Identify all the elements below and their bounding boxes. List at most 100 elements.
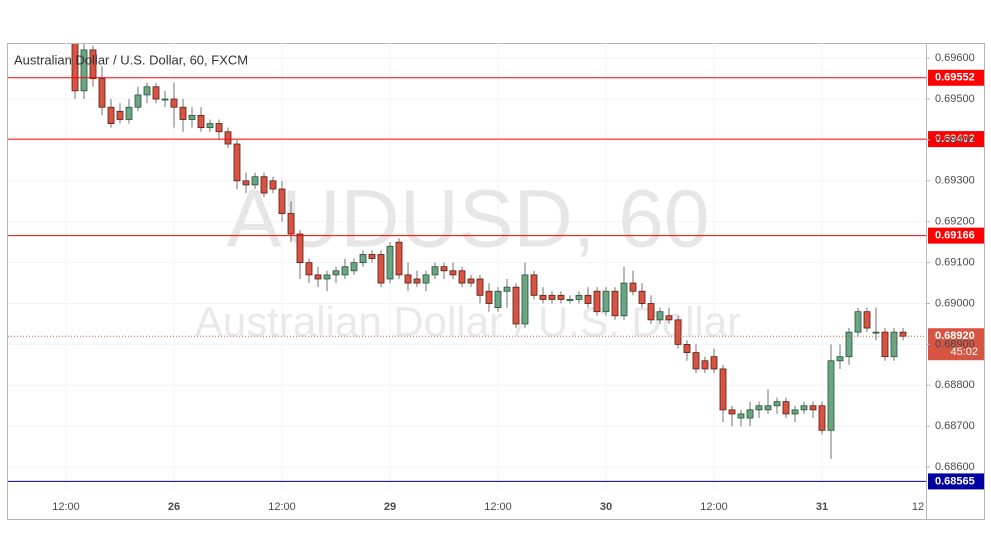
candle-body <box>323 274 331 280</box>
candle-body <box>899 331 907 337</box>
level-label: 0.68565 <box>935 475 975 487</box>
candle-body <box>530 274 538 296</box>
level-label-box <box>928 227 984 244</box>
candle-body <box>674 319 682 345</box>
candle-body <box>638 290 646 304</box>
candle-body <box>188 114 196 120</box>
candle-body <box>206 123 214 129</box>
x-tick-label: 26 <box>168 501 180 513</box>
candle-body <box>260 176 268 194</box>
candle-body <box>305 262 313 276</box>
candle-body <box>296 233 304 264</box>
level-label-box <box>928 131 984 148</box>
candle-body <box>503 286 511 292</box>
x-tick-label: 31 <box>816 501 828 513</box>
y-tick-label: 0.68800 <box>935 379 975 391</box>
y-tick-label: 0.68600 <box>935 461 975 473</box>
x-tick-label: 12:00 <box>268 501 296 513</box>
candle-body <box>422 274 430 284</box>
candle-body <box>665 315 673 321</box>
candle-body <box>782 401 790 415</box>
candle-body <box>584 294 592 304</box>
candle-body <box>269 180 277 190</box>
candle-body <box>341 266 349 276</box>
candle-body <box>683 344 691 353</box>
x-tick-label: 30 <box>600 501 612 513</box>
candle-body <box>854 311 862 333</box>
candle-body <box>827 360 835 431</box>
candle-body <box>359 254 367 264</box>
candle-body <box>368 254 376 259</box>
candle-body <box>449 270 457 276</box>
candle-body <box>539 294 547 300</box>
candle-body <box>350 262 358 272</box>
x-tick-label: 12:00 <box>700 501 728 513</box>
candle-body <box>314 274 322 280</box>
chart-title: Australian Dollar / U.S. Dollar, 60, FXC… <box>14 52 248 67</box>
candle-body <box>377 254 385 284</box>
y-tick-label: 0.69100 <box>935 257 975 269</box>
candle-body <box>197 114 205 129</box>
candle-body <box>179 106 187 120</box>
candle-body <box>134 94 142 108</box>
candle-body <box>116 110 124 120</box>
candle-body <box>224 131 232 145</box>
current-price-box <box>928 328 984 361</box>
candles <box>71 44 907 459</box>
candle-body <box>728 409 736 415</box>
candle-body <box>746 409 754 419</box>
watermark: AUDUSD, 60 <box>226 174 709 265</box>
watermark-subtitle: Australian Dollar / U.S. Dollar <box>195 298 741 345</box>
y-tick-label: 0.68700 <box>935 420 975 432</box>
candle-body <box>710 356 718 370</box>
y-tick-label: 0.69300 <box>935 175 975 187</box>
candle-body <box>440 266 448 272</box>
candle-body <box>71 44 79 92</box>
candle-body <box>764 405 772 411</box>
candle-body <box>278 188 286 214</box>
level-label: 0.69166 <box>935 230 975 242</box>
candle-body <box>557 294 565 300</box>
candle-body <box>431 266 439 276</box>
candle-body <box>809 405 817 411</box>
candle-body <box>80 49 88 92</box>
candle-body <box>458 270 466 284</box>
candle-body <box>467 278 475 284</box>
candle-body <box>872 331 880 334</box>
candle-body <box>863 311 871 329</box>
candle-body <box>656 311 664 321</box>
candle-body <box>107 106 115 124</box>
level-label-box <box>928 69 984 86</box>
candle-body <box>485 290 493 304</box>
candle-body <box>512 286 520 325</box>
countdown: 45:02 <box>950 346 978 358</box>
candle-body <box>233 143 241 182</box>
candle-body <box>836 356 844 362</box>
candle-body <box>692 352 700 370</box>
level-label: 0.69552 <box>935 72 975 84</box>
level-label: 0.69402 <box>935 133 975 145</box>
candle-body <box>332 270 340 276</box>
candle-body <box>548 294 556 300</box>
candle-body <box>800 405 808 411</box>
candle-body <box>251 176 259 186</box>
candle-body <box>818 405 826 431</box>
grid <box>8 43 926 490</box>
candle-body <box>125 106 133 120</box>
candle-body <box>215 123 223 133</box>
x-tick-label: 29 <box>384 501 396 513</box>
current-price-label: 0.68920 <box>935 330 975 342</box>
x-tick-label: 12:00 <box>484 501 512 513</box>
candle-body <box>575 294 583 300</box>
frame <box>7 43 985 520</box>
y-tick-label: 0.69600 <box>935 52 975 64</box>
candle-body <box>566 299 574 301</box>
candle-body <box>719 368 727 411</box>
y-tick-label: 0.68900 <box>935 338 975 350</box>
y-tick-label: 0.69400 <box>935 134 975 146</box>
candle-body <box>143 86 151 96</box>
candle-body <box>773 401 781 407</box>
y-tick-label: 0.69200 <box>935 216 975 228</box>
candle-body <box>602 290 610 313</box>
